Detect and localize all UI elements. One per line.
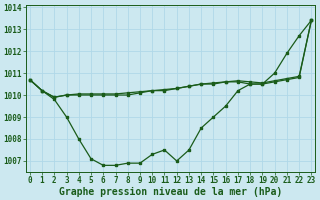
X-axis label: Graphe pression niveau de la mer (hPa): Graphe pression niveau de la mer (hPa) xyxy=(59,186,282,197)
